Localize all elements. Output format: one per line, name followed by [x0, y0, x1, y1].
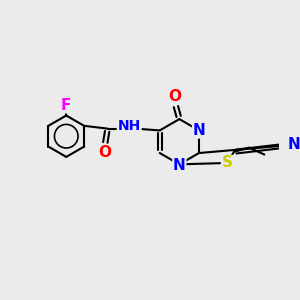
Text: N: N	[288, 137, 300, 152]
Text: O: O	[169, 89, 182, 104]
Text: F: F	[61, 98, 71, 112]
Text: S: S	[222, 155, 232, 170]
Text: O: O	[98, 146, 111, 160]
Text: O: O	[98, 146, 111, 160]
Text: N: N	[173, 158, 186, 173]
Text: NH: NH	[118, 119, 141, 134]
Text: NH: NH	[118, 119, 141, 134]
Text: F: F	[61, 98, 71, 112]
Text: O: O	[169, 89, 182, 104]
Text: N: N	[193, 123, 205, 138]
